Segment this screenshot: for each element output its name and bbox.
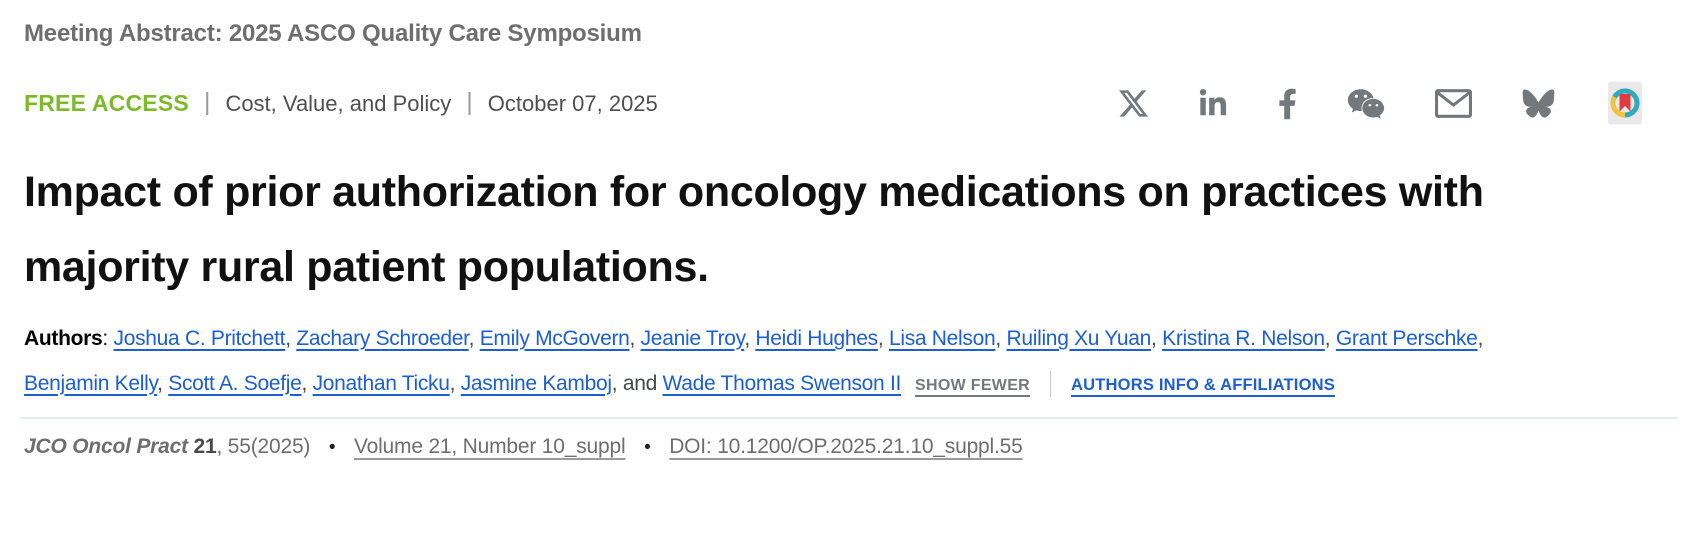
author-separator: , <box>1151 326 1163 350</box>
author-separator: , <box>995 326 1007 350</box>
share-email-button[interactable] <box>1435 89 1472 118</box>
wechat-icon <box>1347 87 1385 121</box>
author-separator: , <box>285 326 297 350</box>
bullet-separator: • <box>644 436 651 458</box>
author-link[interactable]: Heidi Hughes <box>755 326 878 350</box>
author-link[interactable]: Benjamin Kelly <box>24 371 158 395</box>
author-separator: , <box>157 371 169 395</box>
email-icon <box>1435 89 1472 118</box>
free-access-badge: FREE ACCESS <box>24 90 189 116</box>
facebook-icon <box>1278 88 1297 120</box>
author-separator: , <box>877 326 889 350</box>
share-linkedin-button[interactable] <box>1198 88 1228 119</box>
linkedin-icon <box>1198 88 1228 119</box>
author-separator: , <box>468 326 480 350</box>
author-separator: , <box>744 326 756 350</box>
x-twitter-icon <box>1119 89 1148 118</box>
vertical-divider <box>1050 371 1052 398</box>
share-x-twitter-button[interactable] <box>1119 89 1148 118</box>
author-separator: , <box>449 371 461 395</box>
readcube-papers-icon <box>1605 80 1645 127</box>
meta-separator: | <box>203 88 211 116</box>
author-separator: , <box>1324 326 1336 350</box>
author-separator: , <box>301 371 313 395</box>
author-separator: , <box>629 326 641 350</box>
category-link[interactable]: Cost, Value, and Policy <box>225 90 452 116</box>
pages-year: , 55(2025) <box>216 434 311 458</box>
authors-info-affiliations-link[interactable]: AUTHORS INFO & AFFILIATIONS <box>1071 375 1335 394</box>
author-link[interactable]: Ruiling Xu Yuan <box>1006 326 1152 350</box>
authors-line: Authors: Joshua C. Pritchett, Zachary Sc… <box>24 317 1514 407</box>
section-divider <box>20 416 1678 419</box>
author-link[interactable]: Scott A. Soefje <box>168 371 302 395</box>
issue-link[interactable]: Volume 21, Number 10_suppl <box>353 434 626 458</box>
author-link[interactable]: Jonathan Ticku <box>312 371 450 395</box>
social-share-toolbar <box>1119 80 1667 127</box>
citation-line: JCO Oncol Pract 21, 55(2025) • Volume 21… <box>24 435 1667 459</box>
meta-row: FREE ACCESS | Cost, Value, and Policy | … <box>24 80 1667 127</box>
share-facebook-button[interactable] <box>1278 88 1297 120</box>
bullet-separator: • <box>328 436 336 458</box>
journal-name: JCO Oncol Pract 21 <box>24 434 217 458</box>
volume-number: 21 <box>193 434 217 458</box>
author-separator: , and <box>611 371 663 395</box>
publication-date: October 07, 2025 <box>487 90 658 116</box>
share-readcube-papers-button[interactable] <box>1605 80 1645 127</box>
author-link[interactable]: Grant Perschke <box>1335 326 1478 350</box>
author-link[interactable]: Zachary Schroeder <box>296 326 469 350</box>
doi-link[interactable]: DOI: 10.1200/OP.2025.21.10_suppl.55 <box>669 434 1023 458</box>
share-bluesky-button[interactable] <box>1522 89 1555 118</box>
bluesky-icon <box>1522 89 1555 118</box>
author-link[interactable]: Jasmine Kamboj <box>460 371 612 395</box>
author-link[interactable]: Wade Thomas Swenson II <box>662 371 902 395</box>
author-link[interactable]: Emily McGovern <box>479 326 630 350</box>
article-title: Impact of prior authorization for oncolo… <box>24 168 1484 291</box>
authors-list: Joshua C. Pritchett, Zachary Schroeder , … <box>24 327 1483 395</box>
author-link[interactable]: Jeanie Troy <box>640 326 745 350</box>
meta-separator: | <box>466 88 473 116</box>
author-link[interactable]: Joshua C. Pritchett <box>113 326 286 350</box>
author-link[interactable]: Lisa Nelson <box>888 326 996 350</box>
author-separator: , <box>1477 326 1484 350</box>
authors-colon: : <box>102 326 108 350</box>
show-fewer-button[interactable]: SHOW FEWER <box>915 376 1031 394</box>
authors-label: Authors: <box>24 326 108 350</box>
author-link[interactable]: Kristina R. Nelson <box>1162 326 1325 350</box>
meeting-abstract-heading: Meeting Abstract: 2025 ASCO Quality Care… <box>24 20 642 47</box>
share-wechat-button[interactable] <box>1347 87 1385 121</box>
access-meta-group: FREE ACCESS | Cost, Value, and Policy | … <box>24 88 658 118</box>
